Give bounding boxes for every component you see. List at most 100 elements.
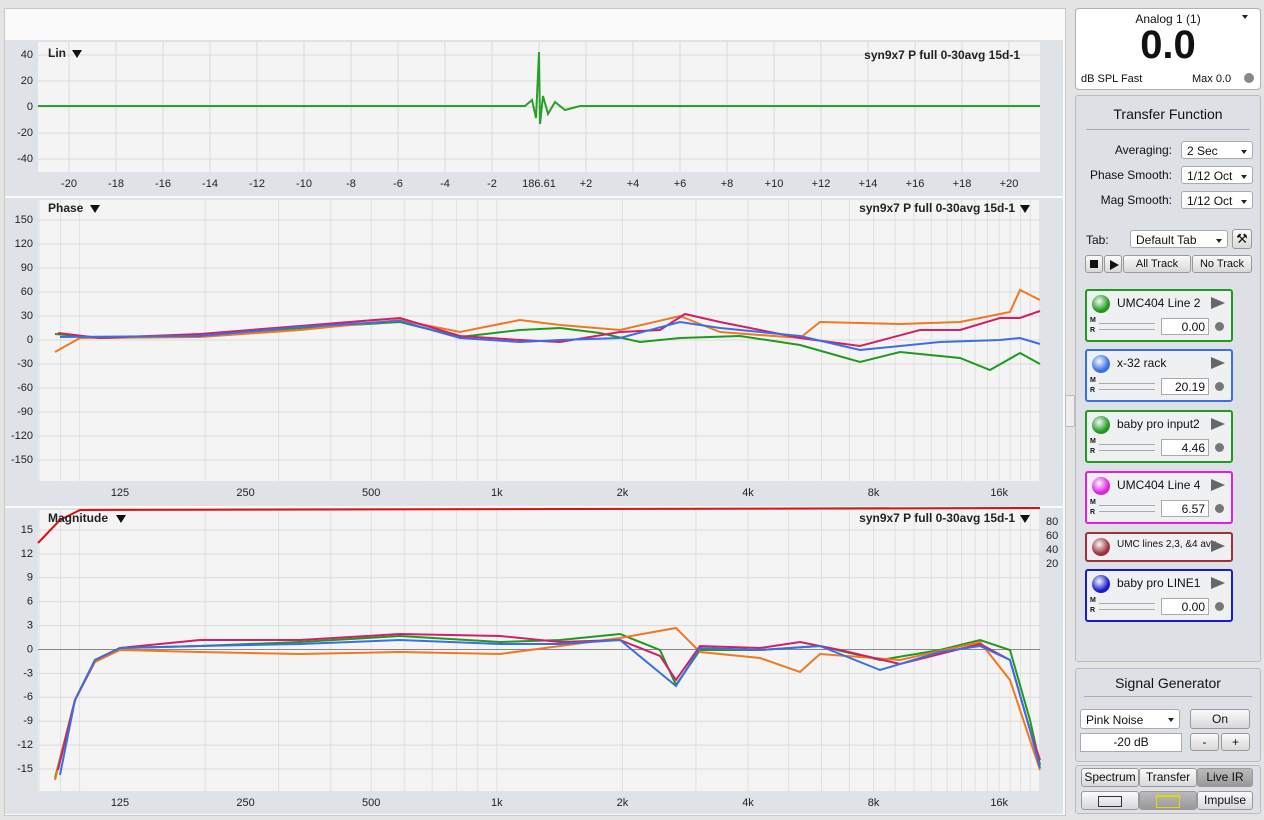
view-button[interactable]: Spectrum xyxy=(1081,768,1139,787)
measurement-card[interactable]: baby pro input2 M R 4.46 xyxy=(1085,410,1233,463)
setting-label: Phase Smooth: xyxy=(1089,168,1172,182)
measurement-card[interactable]: baby pro LINE1 M R 0.00 xyxy=(1085,569,1233,622)
x-tick-label: +4 xyxy=(627,178,640,190)
trace xyxy=(59,319,1041,352)
measurement-name: baby pro LINE1 xyxy=(1117,576,1201,590)
x-tick-label: -10 xyxy=(296,178,312,190)
measurement-card[interactable]: UMC404 Line 2 M R 0.00 xyxy=(1085,289,1233,342)
panel-title: Signal Generator xyxy=(1115,675,1221,691)
x-tick-label: -20 xyxy=(61,178,77,190)
indicator xyxy=(1215,443,1224,452)
play-button[interactable] xyxy=(1104,255,1122,273)
x-tick-label: +2 xyxy=(580,178,593,190)
signal-generator-panel: Signal Generator Pink Noise On -20 dB - … xyxy=(1075,668,1261,762)
y-tick-label: -3 xyxy=(23,667,33,679)
x-tick-label: +10 xyxy=(765,178,784,190)
indicator xyxy=(1244,73,1254,83)
x-tick-label: -8 xyxy=(346,178,356,190)
play-arrow[interactable] xyxy=(1211,540,1225,552)
x-tick-label: 8k xyxy=(868,487,880,499)
delay-field[interactable]: 20.19 xyxy=(1161,378,1209,395)
meter-label: M xyxy=(1090,597,1096,604)
meter-bar xyxy=(1099,323,1155,330)
delay-field[interactable]: 6.57 xyxy=(1161,500,1209,517)
setting-value[interactable]: 2 Sec xyxy=(1181,141,1253,159)
generator-on[interactable]: On xyxy=(1190,709,1250,729)
impulse-button[interactable]: Impulse xyxy=(1197,791,1253,810)
delay-field[interactable]: 4.46 xyxy=(1161,439,1209,456)
setting-value[interactable]: 1/12 Oct xyxy=(1181,191,1253,209)
no-track-button[interactable]: No Track xyxy=(1192,255,1252,273)
phase-name: syn9x7 P full 0-30avg 15d-1 xyxy=(859,201,1015,215)
y-tick-label: -20 xyxy=(17,127,33,139)
setting-label: Averaging: xyxy=(1114,143,1172,157)
y-tick-label: -60 xyxy=(17,382,33,394)
x-tick-label: 8k xyxy=(868,797,880,809)
layout-single[interactable] xyxy=(1081,791,1139,810)
level-up[interactable]: + xyxy=(1221,733,1250,751)
meter-value: 0.0 xyxy=(1140,23,1196,67)
y-tick-label: 150 xyxy=(15,214,33,226)
level-down[interactable]: - xyxy=(1190,733,1219,751)
measurement-name: x-32 rack xyxy=(1117,356,1167,370)
mag-title: Magnitude xyxy=(48,511,108,525)
magnitude-traces xyxy=(54,626,1041,781)
play-arrow[interactable] xyxy=(1211,357,1225,369)
meter-label: R xyxy=(1090,387,1096,394)
view-button[interactable]: Transfer xyxy=(1139,768,1197,787)
play-arrow[interactable] xyxy=(1211,418,1225,430)
measurement-card[interactable]: UMC lines 2,3, &4 avg xyxy=(1085,532,1233,562)
y-tick-label: -6 xyxy=(23,691,33,703)
coherence-trace xyxy=(37,507,1041,544)
meter-mode[interactable]: dB SPL Fast xyxy=(1081,73,1143,85)
all-track-button[interactable]: All Track xyxy=(1123,255,1191,273)
generator-type[interactable]: Pink Noise xyxy=(1080,709,1180,729)
tab-select[interactable]: Default Tab xyxy=(1130,230,1228,248)
y-tick-label: 12 xyxy=(21,548,33,560)
setting-value[interactable]: 1/12 Oct xyxy=(1181,166,1253,184)
grid: 40 20 0 -20 -40 -20 -18 -16 -14 -12 -10 -8 -6 -4 -2 186… xyxy=(11,42,1058,809)
generator-level[interactable]: -20 dB xyxy=(1080,733,1182,752)
view-button[interactable]: Live IR xyxy=(1197,768,1253,787)
right-tick-label: 20 xyxy=(1046,558,1058,570)
x-tick-label: 125 xyxy=(111,797,129,809)
layout-split[interactable] xyxy=(1139,791,1197,810)
stop-button[interactable] xyxy=(1085,255,1103,273)
color-dot xyxy=(1092,295,1110,313)
color-dot xyxy=(1092,416,1110,434)
x-tick-label: 500 xyxy=(362,487,380,499)
x-tick-label: +14 xyxy=(859,178,878,190)
y-tick-label: 0 xyxy=(27,643,33,655)
x-tick-label: 1k xyxy=(491,797,503,809)
x-tick-label: +8 xyxy=(721,178,734,190)
x-tick-label: 186.61 xyxy=(522,178,556,190)
measurement-card[interactable]: x-32 rack M R 20.19 xyxy=(1085,349,1233,402)
lin-name: syn9x7 P full 0-30avg 15d-1 xyxy=(864,48,1020,62)
splitter-handle[interactable] xyxy=(1065,395,1075,427)
tools-button[interactable]: ⚒ xyxy=(1232,229,1252,249)
delay-field[interactable]: 0.00 xyxy=(1161,318,1209,335)
x-tick-label: 16k xyxy=(990,797,1008,809)
x-tick-label: +20 xyxy=(1000,178,1019,190)
meter-label: R xyxy=(1090,607,1096,614)
y-tick-label: 9 xyxy=(27,572,33,584)
x-tick-label: -14 xyxy=(202,178,218,190)
delay-field[interactable]: 0.00 xyxy=(1161,598,1209,615)
meter-bar xyxy=(1099,444,1155,451)
plot-headers: Lin syn9x7 P full 0-30avg 15d-1 Phase sy… xyxy=(48,46,1030,525)
x-tick-label: -6 xyxy=(393,178,403,190)
play-arrow[interactable] xyxy=(1211,577,1225,589)
y-tick-label: 20 xyxy=(21,75,33,87)
y-tick-label: -40 xyxy=(17,153,33,165)
play-arrow[interactable] xyxy=(1211,479,1225,491)
y-tick-label: 6 xyxy=(27,596,33,608)
meter-input[interactable]: Analog 1 (1) xyxy=(1135,12,1201,26)
play-arrow[interactable] xyxy=(1211,297,1225,309)
y-tick-label: 0 xyxy=(27,101,33,113)
measurement-card[interactable]: UMC404 Line 4 M R 6.57 xyxy=(1085,471,1233,524)
lin-title: Lin xyxy=(48,46,66,60)
trace xyxy=(54,626,1041,781)
mag-name: syn9x7 P full 0-30avg 15d-1 xyxy=(859,511,1015,525)
meter-label: R xyxy=(1090,509,1096,516)
